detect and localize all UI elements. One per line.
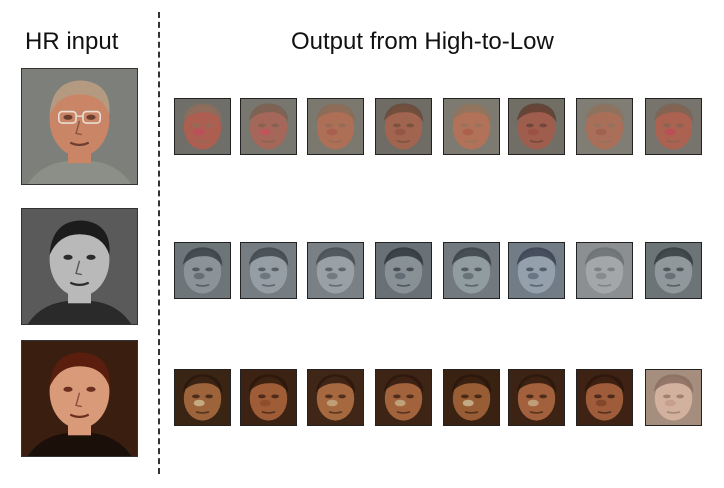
- output-face-2-5: [443, 242, 500, 299]
- output-heading: Output from High-to-Low: [291, 28, 554, 55]
- output-face-3-3: [307, 369, 364, 426]
- output-face-2-4: [375, 242, 432, 299]
- dashed-divider: [158, 12, 160, 474]
- hr-input-face-2: [21, 208, 138, 325]
- output-face-3-1: [174, 369, 231, 426]
- output-face-3-2: [240, 369, 297, 426]
- output-face-3-8: [645, 369, 702, 426]
- output-face-1-3: [307, 98, 364, 155]
- output-face-2-6: [508, 242, 565, 299]
- output-face-2-3: [307, 242, 364, 299]
- output-face-3-4: [375, 369, 432, 426]
- output-face-2-2: [240, 242, 297, 299]
- hr-input-face-1: [21, 68, 138, 185]
- hr-input-heading: HR input: [25, 28, 119, 55]
- output-face-2-7: [576, 242, 633, 299]
- output-face-1-2: [240, 98, 297, 155]
- output-face-1-7: [576, 98, 633, 155]
- output-face-3-5: [443, 369, 500, 426]
- output-face-1-6: [508, 98, 565, 155]
- output-face-1-5: [443, 98, 500, 155]
- output-face-2-1: [174, 242, 231, 299]
- output-face-1-1: [174, 98, 231, 155]
- hr-input-face-3: [21, 340, 138, 457]
- output-face-2-8: [645, 242, 702, 299]
- output-face-3-6: [508, 369, 565, 426]
- output-face-1-8: [645, 98, 702, 155]
- output-face-1-4: [375, 98, 432, 155]
- output-face-3-7: [576, 369, 633, 426]
